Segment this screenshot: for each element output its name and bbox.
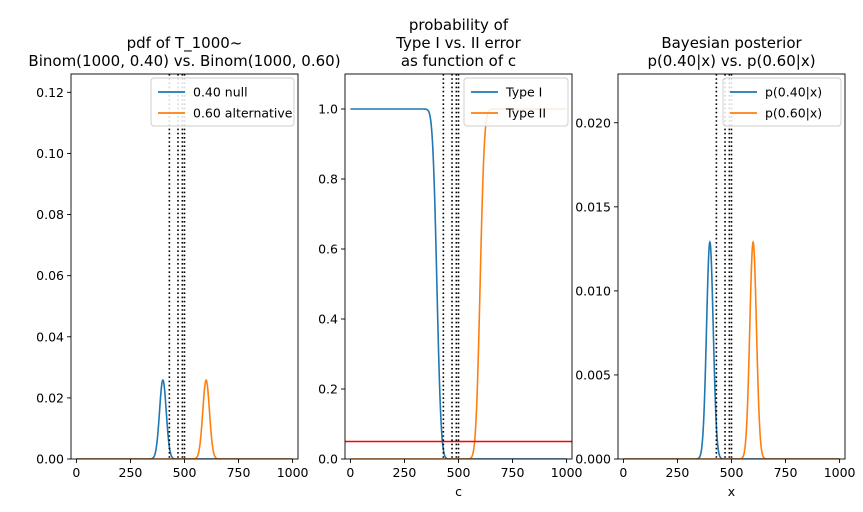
chart-panel-2: 0 250 500 750 1000 0.0 0.2 0.4 0.6 0.8 1.0 c probabi…: [318, 16, 582, 499]
y-tick-label: 0.0: [318, 452, 338, 467]
legend-entry: Type I: [505, 85, 542, 100]
x-tick-label: 1000: [551, 465, 583, 480]
legend: 0.40 null 0.60 alternative: [150, 77, 295, 127]
x-axis-label: x: [728, 484, 735, 499]
x-tick-label: 500: [720, 465, 744, 480]
x-tick-label: 0: [346, 465, 354, 480]
y-tick-label: 0.12: [36, 85, 64, 100]
y-tick-label: 0.06: [36, 268, 64, 283]
y-tick-label: 0.005: [575, 367, 611, 382]
legend-entry: 0.40 null: [193, 85, 248, 100]
legend-entry: 0.60 alternative: [193, 106, 293, 121]
y-tick-label: 1.0: [318, 102, 338, 117]
chart-panel-3: 0 250 500 750 1000 0.000 0.005 0.010 0.015 0.020 x…: [575, 34, 855, 499]
chart-title-line: as function of c: [401, 52, 516, 70]
chart-title-line: pdf of T_1000~: [127, 34, 243, 53]
x-tick-label: 250: [393, 465, 417, 480]
y-tick-label: 0.015: [575, 199, 611, 214]
legend: Type I Type II: [463, 77, 569, 127]
legend-entry: p(0.60|x): [765, 106, 822, 121]
x-axis-label: c: [455, 484, 462, 499]
chart-title-line: Binom(1000, 0.40) vs. Binom(1000, 0.60): [28, 52, 340, 70]
x-tick-label: 1000: [824, 465, 856, 480]
x-tick-label: 250: [119, 465, 143, 480]
y-tick-label: 0.2: [318, 382, 338, 397]
y-tick-label: 0.000: [575, 452, 611, 467]
y-tick-label: 0.02: [36, 390, 64, 405]
y-tick-label: 0.10: [36, 146, 64, 161]
y-tick-label: 0.08: [36, 207, 64, 222]
axes-frame: [344, 73, 573, 460]
axes-frame: [617, 73, 846, 460]
series-line-1: [623, 240, 840, 459]
y-tick-label: 0.04: [36, 329, 64, 344]
chart-panel-1: 0 250 500 750 1000 0.00 0.02 0.04 0.06 0.08 0.10 0.…: [28, 34, 340, 480]
chart-title-line: p(0.40|x) vs. p(0.60|x): [647, 52, 815, 70]
x-tick-label: 750: [227, 465, 251, 480]
legend-box: [150, 77, 295, 127]
series-line-1: [350, 108, 567, 459]
chart-title-line: Bayesian posterior: [661, 34, 802, 52]
x-tick-label: 0: [619, 465, 627, 480]
legend-box: [463, 77, 569, 127]
x-tick-label: 750: [501, 465, 525, 480]
axes-frame: [70, 73, 299, 460]
x-tick-label: 750: [774, 465, 798, 480]
x-tick-label: 1000: [277, 465, 309, 480]
x-tick-label: 500: [447, 465, 471, 480]
x-tick-label: 250: [666, 465, 690, 480]
legend: p(0.40|x) p(0.60|x): [722, 77, 842, 127]
y-tick-label: 0.4: [318, 312, 338, 327]
chart-title-line: probability of: [409, 16, 509, 34]
series-line-2: [623, 240, 840, 459]
legend-box: [722, 77, 842, 127]
plot-area: [76, 74, 293, 459]
y-tick-label: 0.020: [575, 115, 611, 130]
plot-area: [623, 74, 840, 459]
chart-title-line: Type I vs. II error: [395, 34, 521, 52]
y-tick-label: 0.6: [318, 242, 338, 257]
y-tick-label: 0.8: [318, 172, 338, 187]
x-tick-label: 0: [72, 465, 80, 480]
y-tick-label: 0.00: [36, 452, 64, 467]
y-tick-label: 0.010: [575, 283, 611, 298]
x-tick-label: 500: [173, 465, 197, 480]
legend-entry: p(0.40|x): [765, 85, 822, 100]
legend-entry: Type II: [505, 106, 546, 121]
plot-area: [345, 74, 572, 459]
